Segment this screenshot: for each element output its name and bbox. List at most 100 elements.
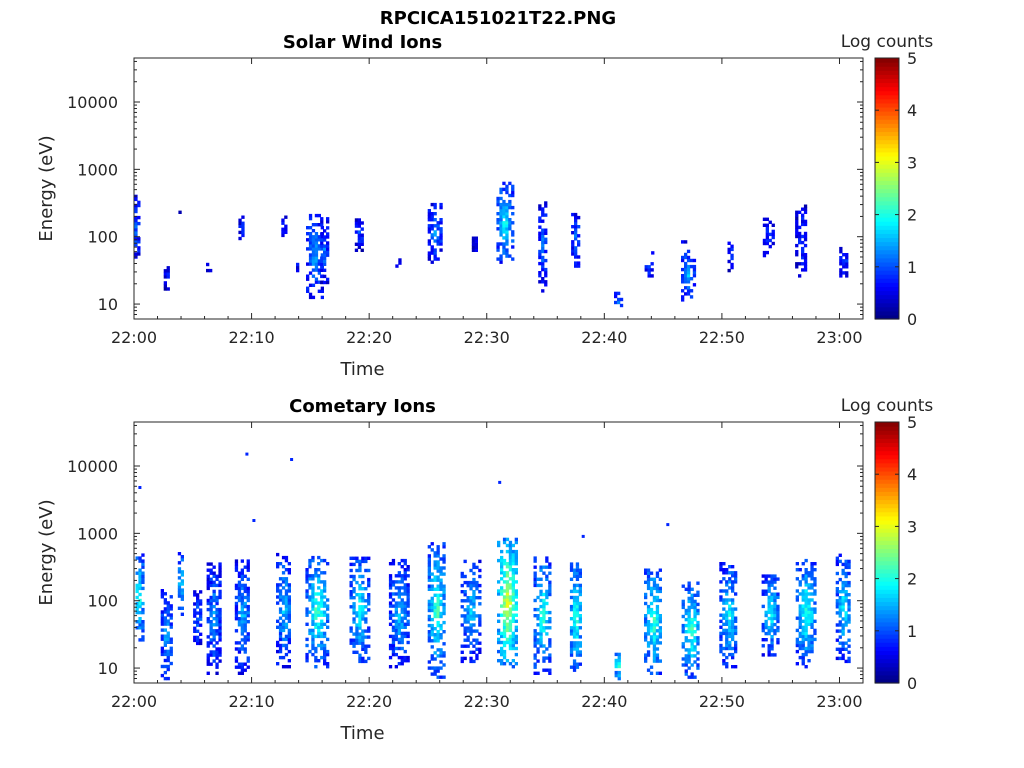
- data-cell: [655, 641, 660, 645]
- data-cell: [358, 632, 362, 636]
- data-cell: [439, 587, 443, 591]
- data-cell: [617, 661, 621, 666]
- data-cell: [810, 619, 814, 623]
- data-cell: [360, 227, 364, 231]
- data-cell: [430, 215, 434, 219]
- data-cell: [403, 583, 407, 587]
- data-cell: [278, 628, 283, 633]
- data-cell: [514, 580, 518, 584]
- data-cell: [499, 202, 503, 207]
- data-cell: [533, 556, 537, 560]
- data-cell: [511, 604, 515, 608]
- data-cell: [574, 218, 578, 223]
- data-cell: [575, 629, 580, 633]
- data-cell: [206, 574, 210, 578]
- data-cell: [352, 596, 356, 600]
- data-cell: [199, 638, 203, 643]
- data-cell: [391, 652, 396, 657]
- data-cell: [212, 653, 216, 657]
- data-cell: [241, 221, 245, 225]
- data-cell: [533, 629, 537, 633]
- data-cell: [355, 559, 359, 564]
- data-cell: [687, 584, 691, 588]
- data-cell: [166, 631, 170, 635]
- data-cell: [364, 644, 368, 648]
- data-cell: [436, 611, 440, 616]
- data-cell: [514, 552, 518, 557]
- data-cell: [646, 623, 651, 627]
- data-cell: [308, 226, 313, 230]
- data-cell: [835, 623, 839, 627]
- colorbar-segment: [875, 192, 899, 198]
- data-cell: [163, 643, 167, 647]
- data-cell: [803, 256, 808, 260]
- data-cell: [798, 231, 802, 236]
- data-cell: [505, 592, 510, 596]
- data-cell: [478, 623, 482, 627]
- data-cell: [847, 565, 851, 570]
- data-cell: [314, 613, 318, 617]
- data-cell: [681, 627, 685, 631]
- data-cell: [502, 245, 506, 249]
- data-cell: [400, 646, 404, 651]
- data-cell: [803, 222, 808, 227]
- data-cell: [644, 653, 648, 657]
- data-cell: [795, 225, 799, 230]
- data-cell: [323, 634, 327, 639]
- data-cell: [246, 568, 250, 572]
- data-cell: [795, 219, 799, 224]
- data-cell: [352, 632, 356, 636]
- data-cell: [430, 218, 434, 222]
- data-cell: [731, 574, 735, 578]
- data-cell: [731, 610, 735, 614]
- data-cell: [539, 604, 543, 609]
- data-cell: [762, 250, 767, 255]
- data-cell: [403, 616, 407, 620]
- data-cell: [696, 620, 700, 625]
- data-cell: [215, 665, 219, 669]
- data-cell: [844, 623, 848, 627]
- data-cell: [502, 224, 506, 228]
- data-cell: [358, 568, 362, 573]
- data-cell: [801, 637, 805, 642]
- x-tick-label: 22:50: [699, 692, 745, 711]
- data-cell: [684, 639, 688, 643]
- data-cell: [433, 657, 437, 661]
- data-cell: [842, 271, 846, 275]
- data-cell: [847, 602, 851, 606]
- data-cell: [658, 577, 662, 581]
- data-cell: [240, 644, 244, 648]
- data-cell: [218, 623, 222, 627]
- data-cell: [684, 277, 688, 281]
- data-cell: [138, 568, 142, 572]
- data-cell: [646, 629, 651, 633]
- data-cell: [134, 240, 138, 244]
- data-cell: [690, 593, 694, 597]
- data-cell: [241, 227, 245, 232]
- data-cell: [287, 634, 291, 639]
- data-cell: [728, 622, 732, 626]
- data-cell: [773, 577, 777, 581]
- colorbar-segment: [875, 98, 899, 104]
- data-cell: [803, 234, 808, 239]
- data-cell: [578, 650, 582, 654]
- colorbar-segment: [875, 422, 899, 427]
- data-cell: [542, 626, 546, 630]
- data-cell: [536, 623, 540, 627]
- data-cell: [436, 608, 440, 613]
- data-cell: [358, 559, 362, 564]
- data-cell: [658, 568, 662, 572]
- data-cell: [681, 623, 685, 628]
- data-cell: [403, 649, 407, 654]
- data-cell: [497, 540, 501, 545]
- data-cell: [548, 580, 552, 584]
- data-cell: [308, 235, 313, 239]
- data-cell: [798, 631, 802, 636]
- data-cell: [430, 202, 434, 207]
- data-cell: [460, 571, 464, 576]
- data-cell: [314, 568, 318, 572]
- data-cell: [314, 241, 319, 245]
- data-cell: [798, 610, 802, 614]
- data-cell: [719, 565, 723, 569]
- data-cell: [243, 662, 247, 666]
